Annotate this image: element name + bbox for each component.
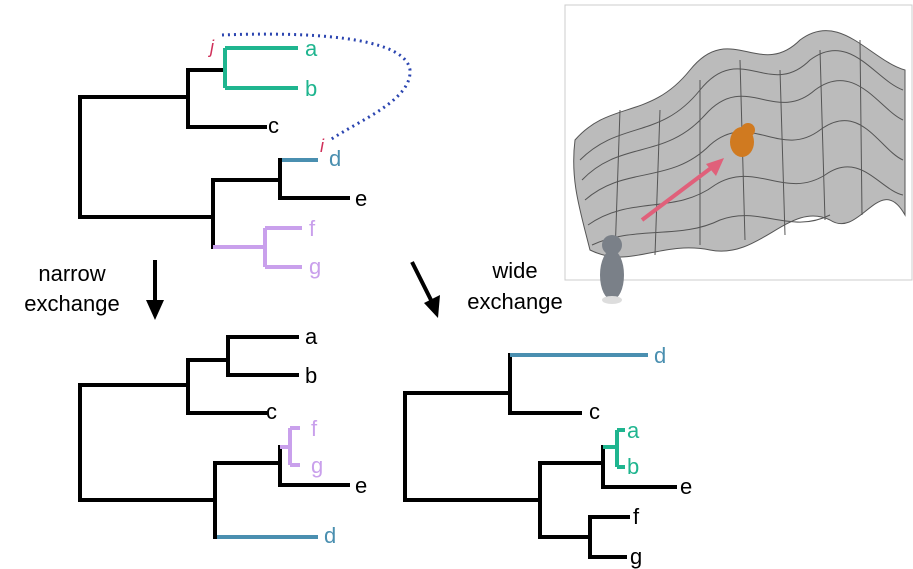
leaf-label: f — [311, 416, 318, 441]
leaf-label: f — [633, 504, 640, 529]
wide-arrow — [412, 262, 440, 318]
landscape-image — [565, 5, 912, 304]
top-fg-clade — [213, 228, 302, 267]
wide-ab-clade — [603, 430, 625, 467]
narrow-fg-clade — [280, 428, 300, 465]
leaf-label: d — [324, 523, 336, 548]
diagram: a b c d e f g j i narrow exchange wide e… — [0, 0, 913, 569]
leaf-label: a — [627, 418, 640, 443]
leaf-label: a — [305, 36, 318, 61]
arrow-label: exchange — [24, 291, 119, 316]
arrow-label: exchange — [467, 289, 562, 314]
leaf-label: d — [329, 146, 341, 171]
leaf-label: b — [305, 76, 317, 101]
leaf-label: g — [309, 254, 321, 279]
leaf-label: c — [589, 399, 600, 424]
arrow-label: narrow — [38, 261, 105, 286]
narrow-arrow — [146, 260, 164, 320]
leaf-label: e — [355, 473, 367, 498]
top-ab-clade — [225, 48, 298, 88]
leaf-label: b — [305, 363, 317, 388]
leaf-label: e — [355, 186, 367, 211]
leaf-label: d — [654, 343, 666, 368]
leaf-label: e — [680, 474, 692, 499]
leaf-label: c — [266, 399, 277, 424]
leaf-label: g — [630, 544, 642, 569]
leaf-label: f — [309, 216, 316, 241]
marker: i — [320, 136, 325, 156]
leaf-label: c — [268, 113, 279, 138]
marker: j — [207, 37, 215, 57]
arrow-label: wide — [491, 258, 537, 283]
leaf-label: g — [311, 453, 323, 478]
leaf-label: b — [627, 454, 639, 479]
leaf-label: a — [305, 324, 318, 349]
